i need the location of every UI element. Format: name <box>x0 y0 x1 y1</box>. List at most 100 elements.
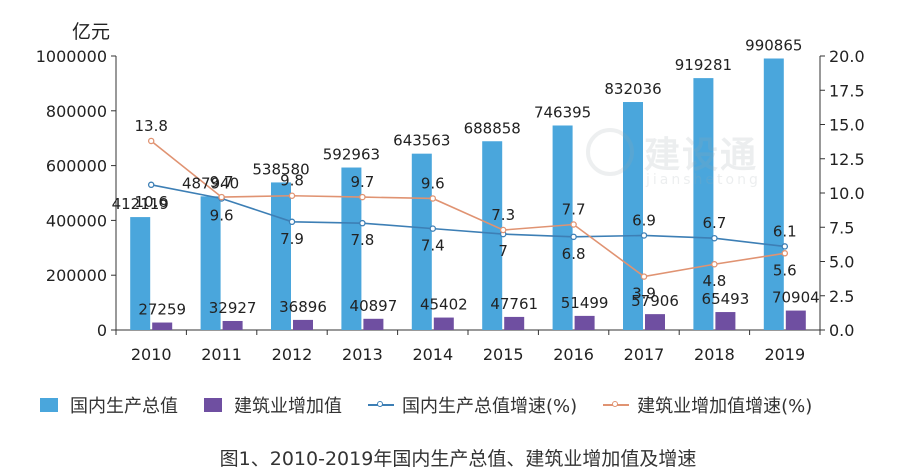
data-label-construction: 57906 <box>631 292 679 310</box>
point-gdp-growth <box>570 233 577 241</box>
legend-label-gdp-growth: 国内生产总值增速(%) <box>402 396 578 417</box>
legend-item-construction-growth: 建筑业增加值增速(%) <box>603 392 812 418</box>
point-construction-growth <box>429 195 437 202</box>
bar-gdp <box>482 141 503 330</box>
bar-construction <box>433 317 454 330</box>
point-gdp-growth <box>147 181 155 189</box>
right-tick-label: 5.0 <box>829 253 854 272</box>
point-construction-growth <box>147 137 155 145</box>
bar-construction <box>785 310 806 330</box>
data-label-gdp-growth: 6.1 <box>773 222 797 240</box>
point-construction-growth <box>499 226 507 234</box>
data-label-construction-growth: 3.9 <box>632 285 656 303</box>
x-tick-label: 2012 <box>272 345 313 364</box>
bar-construction <box>222 320 243 330</box>
chart: 0 200000 400000 600000 800000 1000000 0.0 2.5 5.… <box>36 21 865 364</box>
x-tick-label: 2011 <box>201 345 242 364</box>
data-label-construction-growth: 7.7 <box>562 201 586 219</box>
point-gdp-growth <box>429 225 437 232</box>
legend-swatch-construction-growth <box>603 399 630 411</box>
data-label-gdp-growth: 7.8 <box>350 231 374 249</box>
data-label-gdp: 487940 <box>182 174 239 192</box>
point-gdp-growth <box>359 219 366 227</box>
data-label-construction: 47761 <box>490 295 538 313</box>
data-label-gdp-growth: 7.4 <box>421 237 445 255</box>
legend: 国内生产总值 建筑业增加值 国内生产总值增速(%) 建筑业增加值增速(%) <box>40 392 838 418</box>
bar-gdp <box>763 58 784 330</box>
data-label-gdp: 746395 <box>534 103 591 121</box>
data-label-gdp: 688858 <box>464 119 521 137</box>
bar-gdp <box>130 217 151 330</box>
point-gdp-growth <box>640 232 648 239</box>
data-label-gdp: 412119 <box>112 195 169 213</box>
x-tick-label: 2014 <box>412 345 453 364</box>
left-tick-label: 600000 <box>46 157 107 176</box>
x-tick-label: 2016 <box>553 345 594 364</box>
data-label-construction-growth: 5.6 <box>773 261 797 279</box>
data-label-construction: 27259 <box>138 301 186 319</box>
data-label-gdp: 592963 <box>323 146 380 164</box>
point-construction-growth <box>570 221 577 228</box>
right-tick-label: 12.5 <box>829 150 865 169</box>
left-tick-label: 800000 <box>46 102 107 121</box>
data-label-gdp-growth: 10.6 <box>134 193 167 211</box>
data-label-construction: 51499 <box>561 294 609 312</box>
bar-construction <box>363 318 384 330</box>
data-label-construction: 45402 <box>420 296 468 314</box>
point-gdp-growth <box>288 218 296 226</box>
watermark-subtext: jianshetong <box>646 172 761 188</box>
bar-construction <box>574 315 595 330</box>
data-label-gdp: 643563 <box>393 132 450 150</box>
left-tick-label: 400000 <box>46 211 107 230</box>
data-label-construction-growth: 9.7 <box>350 173 374 191</box>
data-label-construction-growth: 9.6 <box>421 174 445 192</box>
data-label-gdp: 538580 <box>252 160 309 178</box>
x-tick-label: 2017 <box>624 345 665 364</box>
legend-item-gdp: 国内生产总值 <box>40 392 178 418</box>
data-label-gdp-growth: 7 <box>498 242 508 260</box>
bar-construction <box>152 322 173 330</box>
left-tick-label: 1000000 <box>36 47 107 66</box>
data-label-gdp: 990865 <box>745 37 802 55</box>
x-tick-label: 2018 <box>694 345 735 364</box>
data-label-gdp-growth: 7.9 <box>280 230 304 248</box>
data-label-construction: 65493 <box>702 290 750 308</box>
data-label-gdp-growth: 6.8 <box>562 245 586 263</box>
bar-construction <box>715 312 736 330</box>
data-label-construction-growth: 13.8 <box>134 117 167 135</box>
right-tick-label: 20.0 <box>829 47 865 66</box>
x-tick-label: 2013 <box>342 345 383 364</box>
data-label-construction-growth: 7.3 <box>491 206 515 224</box>
left-tick-label: 200000 <box>46 266 107 285</box>
right-tick-label: 7.5 <box>829 218 854 237</box>
legend-item-gdp-growth: 国内生产总值增速(%) <box>368 392 577 418</box>
legend-label-construction-growth: 建筑业增加值增速(%) <box>637 396 813 417</box>
data-label-construction-growth: 9.7 <box>210 173 234 191</box>
point-construction-growth <box>288 192 296 199</box>
bar-gdp <box>552 125 573 331</box>
right-tick-label: 0.0 <box>829 321 854 340</box>
y-axis-unit-label: 亿元 <box>72 21 110 43</box>
data-label-gdp-growth: 6.9 <box>632 211 656 229</box>
point-gdp-growth <box>711 234 718 242</box>
chart-caption: 图1、2010-2019年国内生产总值、建筑业增加值及增速 <box>219 448 697 470</box>
x-tick-label: 2019 <box>764 345 805 364</box>
watermark-icon <box>586 128 634 176</box>
bar-gdp <box>200 196 221 330</box>
data-label-construction: 36896 <box>279 298 327 316</box>
data-label-construction: 32927 <box>209 299 257 317</box>
data-label-gdp-growth: 6.7 <box>702 214 726 232</box>
watermark-text: 建设通 <box>644 135 759 176</box>
legend-swatch-gdp-growth <box>368 399 394 411</box>
legend-item-construction: 建筑业增加值 <box>204 392 342 418</box>
data-label-gdp: 919281 <box>675 56 732 74</box>
x-tick-label: 2010 <box>131 345 172 364</box>
bar-construction <box>504 316 525 330</box>
right-tick-label: 10.0 <box>829 184 865 203</box>
point-construction-growth <box>781 250 789 257</box>
point-construction-growth <box>711 260 718 268</box>
data-label-gdp: 832036 <box>604 80 661 98</box>
bar-construction <box>645 314 665 330</box>
point-gdp-growth <box>781 243 789 250</box>
data-label-gdp-growth: 9.6 <box>210 206 234 224</box>
